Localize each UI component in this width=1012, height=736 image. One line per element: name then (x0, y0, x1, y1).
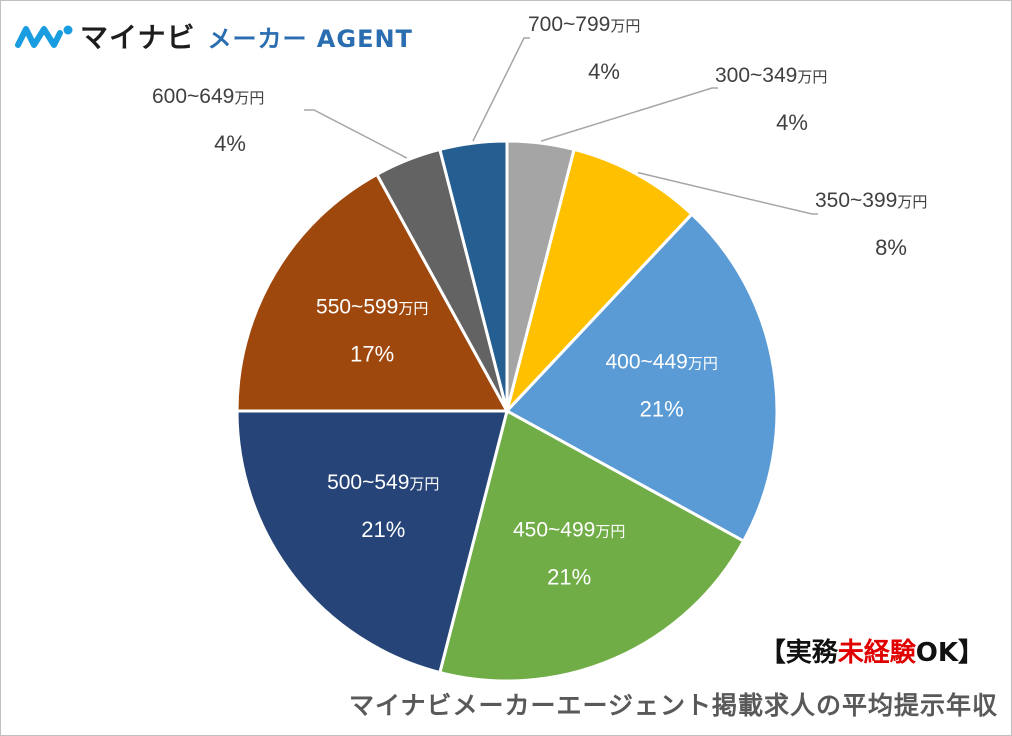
brand-name: マイナビ (80, 21, 196, 54)
pie-slice-500-549 (235, 409, 509, 675)
slice-range-label-400-449: 400~449万円 (605, 351, 717, 374)
slice-range-label-450-499: 450~499万円 (513, 519, 625, 542)
pie-slice-450-499 (438, 408, 746, 683)
unit-label: 万円 (595, 524, 625, 541)
brand-mark-icon (15, 25, 73, 48)
slice-percent-label-550-599: 17% (350, 341, 394, 366)
condition-note: 【実務未経験OK】 (760, 632, 984, 669)
slice-range-label-700-799: 700~799万円 (528, 13, 640, 36)
slice-range-label-350-399: 350~399万円 (815, 189, 927, 212)
unit-label: 万円 (234, 90, 264, 107)
chart-caption: マイナビメーカーエージェント掲載求人の平均提示年収 (348, 691, 998, 720)
slice-range-label-300-349: 300~349万円 (715, 64, 827, 87)
pie-slice-700-799 (438, 139, 509, 412)
slice-range-label-550-599: 550~599万円 (316, 295, 428, 318)
slice-range-label-500-549: 500~549万円 (327, 471, 439, 494)
unit-label: 万円 (688, 356, 718, 373)
slice-percent-label-450-499: 21% (547, 565, 591, 590)
leader-line-300-349 (540, 87, 718, 142)
unit-label: 万円 (409, 476, 439, 493)
leader-line-350-399 (637, 171, 818, 215)
unit-label: 万円 (897, 194, 927, 211)
unit-label: 万円 (610, 18, 640, 35)
note-close: OK】 (915, 638, 984, 668)
slice-range-label-600-649: 600~649万円 (152, 85, 264, 108)
slice-percent-label-700-799: 4% (588, 59, 620, 84)
slice-percent-label-400-449: 21% (640, 397, 684, 422)
note-highlight: 未経験 (837, 638, 916, 668)
leader-line-700-799 (472, 37, 530, 142)
slice-percent-label-300-349: 4% (776, 110, 808, 135)
brand-sub: メーカー AGENT (207, 24, 413, 53)
unit-label: 万円 (398, 300, 428, 317)
slice-percent-label-350-399: 8% (875, 235, 907, 260)
pie-slice-400-449 (504, 212, 779, 544)
unit-label: 万円 (797, 69, 827, 86)
slice-percent-label-600-649: 4% (214, 131, 246, 156)
brand-logo: マイナビ メーカー AGENT (14, 14, 413, 58)
slice-percent-label-500-549: 21% (361, 517, 405, 542)
leader-line-600-649 (304, 109, 408, 159)
pie-slice-550-599 (235, 172, 510, 413)
pie-slice-350-399 (505, 147, 694, 413)
note-open: 【実務 (759, 638, 838, 668)
